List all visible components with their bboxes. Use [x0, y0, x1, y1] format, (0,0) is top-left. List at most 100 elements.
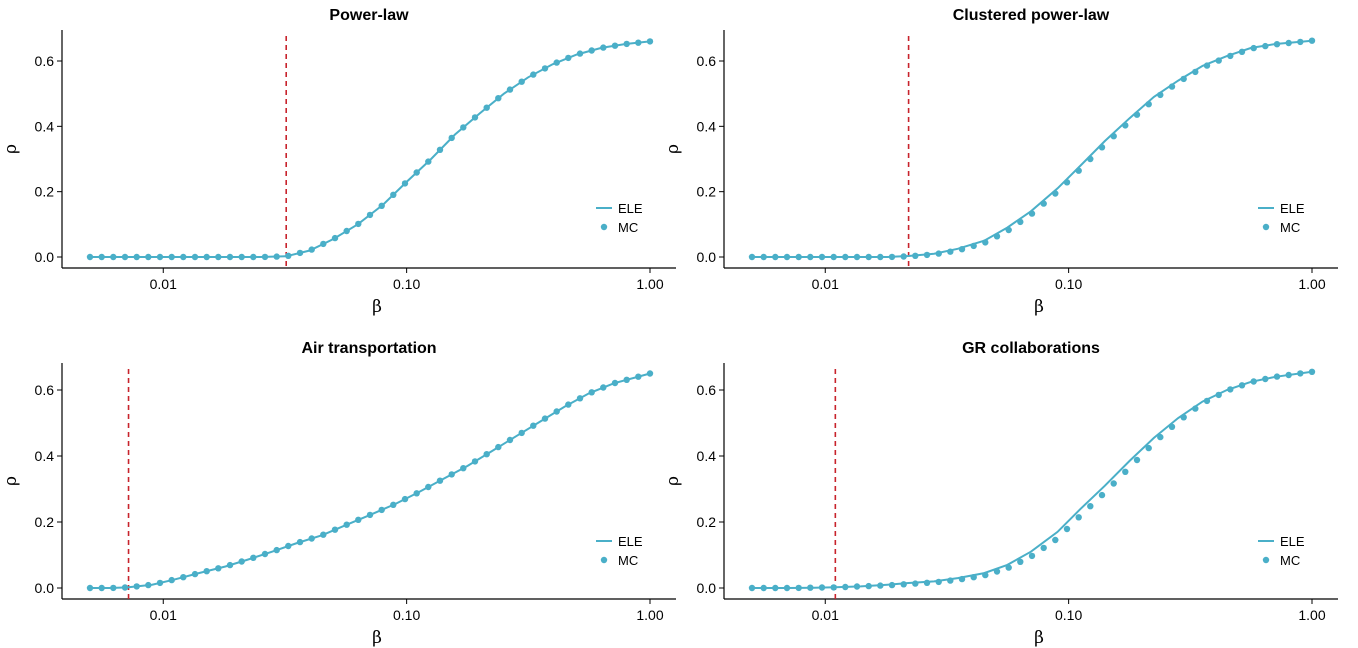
mc-data-point — [900, 581, 907, 588]
mc-data-point — [842, 583, 849, 591]
mc-data-point — [495, 443, 502, 451]
mc-data-point — [366, 211, 374, 219]
mc-data-point — [331, 526, 339, 533]
mc-data-point — [1227, 386, 1234, 393]
mc-data-point — [366, 511, 374, 519]
mc-data-point — [495, 95, 502, 102]
mc-data-point — [588, 47, 595, 54]
mc-data-point — [86, 253, 94, 261]
mc-data-point — [1157, 91, 1164, 99]
mc-data-point — [888, 253, 896, 261]
mc-data-point — [1110, 133, 1117, 140]
mc-data-point — [795, 253, 802, 261]
mc-data-point — [506, 86, 514, 93]
mc-data-point — [355, 220, 362, 228]
mc-data-point — [98, 253, 105, 261]
y-axis-label: ρ — [1, 476, 21, 486]
legend: ELE MC — [596, 534, 643, 568]
mc-data-point — [635, 39, 642, 46]
mc-data-point — [748, 584, 756, 592]
mc-data-point — [285, 252, 292, 259]
mc-data-point — [215, 253, 222, 261]
mc-data-point — [460, 124, 467, 131]
x-tick-label: 0.10 — [393, 607, 420, 623]
legend-mc-label: MC — [1280, 220, 1300, 235]
y-axis-label: ρ — [663, 476, 683, 486]
mc-data-point — [296, 538, 304, 546]
mc-data-point — [133, 253, 140, 261]
legend-ele-label: ELE — [1280, 201, 1305, 216]
mc-data-point — [296, 249, 304, 257]
mc-data-point — [168, 576, 175, 584]
mc-data-point — [1122, 468, 1129, 475]
x-axis-label: β — [372, 628, 382, 648]
mc-data-point — [1133, 111, 1141, 118]
mc-data-point — [807, 253, 814, 261]
mc-data-point — [390, 501, 397, 508]
mc-data-point — [611, 42, 619, 49]
mc-data-point — [1005, 226, 1012, 234]
y-tick-label: 0.0 — [35, 580, 55, 596]
mc-data-point — [1180, 75, 1187, 83]
legend-mc-label: MC — [1280, 553, 1300, 568]
mc-data-point — [600, 44, 607, 51]
mc-data-point — [448, 134, 455, 142]
mc-data-point — [191, 253, 199, 261]
legend-mc-swatch — [600, 223, 608, 231]
mc-data-point — [1063, 525, 1071, 533]
mc-data-point — [226, 561, 234, 569]
mc-data-point — [1098, 491, 1106, 499]
mc-data-point — [518, 78, 525, 85]
mc-data-point — [1145, 444, 1152, 452]
panel-title: Air transportation — [301, 340, 436, 357]
panel-4: GR collaborations 0.0 0.2 0.4 0.6 0.01 0.10 1.0… — [663, 340, 1338, 648]
mc-data-point — [425, 483, 432, 491]
mc-data-point — [226, 253, 234, 261]
mc-data-point — [145, 253, 152, 261]
panel-2: Clustered power-law 0.0 0.2 0.4 0.6 0.01 0.10 1… — [663, 7, 1338, 317]
y-tick-label: 0.0 — [697, 249, 717, 265]
mc-data-point — [877, 582, 884, 589]
mc-data-point — [947, 577, 954, 584]
ele-series-line — [752, 370, 1313, 589]
mc-data-point — [553, 59, 560, 66]
mc-data-point — [783, 253, 791, 261]
mc-data-point — [460, 465, 467, 472]
mc-data-point — [413, 169, 420, 176]
panel-1: Power-law 0.0 0.2 0.4 0.6 0.01 0.10 1.00 β ρ ELE MC — [1, 7, 676, 317]
y-tick-label: 0.6 — [697, 382, 717, 398]
mc-data-point — [483, 451, 490, 458]
x-axis-label: β — [1034, 628, 1044, 648]
mc-data-point — [635, 373, 642, 380]
mc-data-point — [1168, 423, 1176, 430]
mc-data-point — [1087, 503, 1094, 510]
mc-data-point — [1040, 200, 1047, 207]
mc-data-point — [378, 506, 385, 514]
mc-data-point — [623, 376, 630, 383]
mc-data-point — [401, 180, 409, 187]
mc-data-point — [471, 458, 479, 465]
mc-data-point — [982, 571, 989, 579]
panel-title: Clustered power-law — [953, 7, 1110, 24]
y-tick-label: 0.2 — [697, 514, 717, 530]
mc-data-point — [888, 581, 896, 589]
legend-mc-swatch — [1262, 556, 1270, 564]
y-tick-label: 0.4 — [35, 118, 55, 134]
mc-data-point — [818, 584, 826, 591]
legend-mc-swatch — [600, 556, 608, 564]
x-tick-label: 0.10 — [393, 276, 420, 292]
mc-data-point — [156, 579, 164, 587]
mc-data-point — [900, 253, 907, 260]
mc-data-point — [168, 253, 175, 261]
mc-data-point — [1063, 179, 1071, 186]
mc-data-point — [250, 253, 257, 261]
mc-data-point — [1238, 48, 1246, 55]
mc-data-point — [1168, 83, 1176, 90]
panel-title: GR collaborations — [962, 340, 1100, 357]
y-tick-label: 0.6 — [35, 382, 55, 398]
mc-data-point — [912, 252, 919, 259]
mc-data-point — [1203, 397, 1211, 405]
mc-data-point — [1180, 414, 1187, 421]
mc-data-point — [576, 50, 584, 57]
